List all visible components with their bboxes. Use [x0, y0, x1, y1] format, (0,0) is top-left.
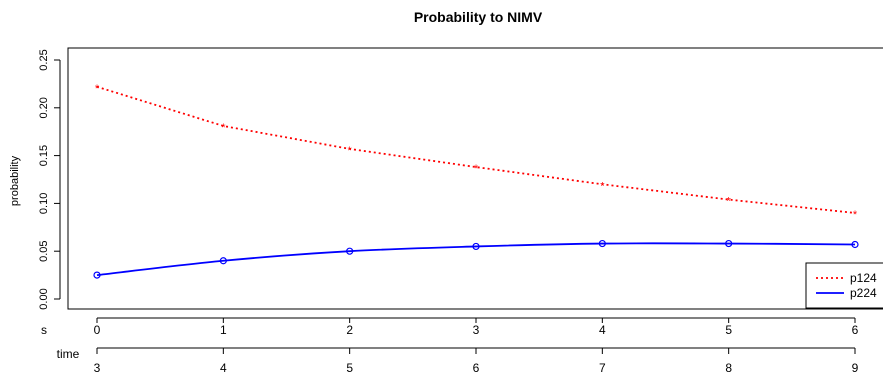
y-tick-label: 0.25: [38, 49, 50, 70]
time-tick-label: 9: [852, 361, 859, 373]
x-tick-label: 3: [473, 323, 480, 337]
data-point: [219, 257, 227, 265]
time-tick-label: 7: [599, 361, 606, 373]
data-point: [598, 239, 606, 248]
legend-label-p124: p124: [850, 271, 877, 285]
data-point: *: [95, 83, 100, 95]
time-tick-label: 3: [94, 361, 101, 373]
data-point: *: [727, 196, 732, 208]
legend-box: [805, 262, 883, 309]
x-tick-label: 5: [725, 323, 732, 337]
data-point: *: [221, 122, 226, 134]
plot-area: [67, 47, 883, 310]
y-tick-label: 0.15: [38, 145, 50, 166]
data-point: [472, 242, 480, 251]
data-point: *: [348, 145, 353, 157]
data-point: [93, 271, 101, 279]
x-tick-label: 2: [346, 323, 353, 337]
data-point: *: [600, 180, 605, 192]
x-tick-label: 1: [220, 323, 227, 337]
time-tick-label: 6: [473, 361, 480, 373]
y-tick-label: 0.00: [38, 288, 50, 309]
x-axis-s: s 0 1 2 3 4 5 6: [41, 317, 859, 337]
plot-border: [67, 47, 883, 310]
time-tick-label: 5: [346, 361, 353, 373]
legend-label-p224: p224: [850, 286, 877, 300]
time-tick-label: 8: [725, 361, 732, 373]
series-layer: * * * * * * *: [93, 83, 859, 279]
y-tick-label: 0.05: [38, 240, 50, 261]
x-axis-time: time 3 4 5 6 7 8 9: [57, 347, 859, 373]
data-point: [725, 239, 733, 248]
series-p224: [93, 239, 859, 279]
x-axis-label: s: [41, 323, 47, 337]
data-point: *: [853, 209, 858, 221]
chart-title: Probability to NIMV: [414, 9, 543, 25]
y-tick-label: 0.20: [38, 97, 50, 118]
data-point: [851, 240, 859, 249]
series-line-p224: [96, 242, 856, 276]
x-tick-label: 6: [852, 323, 859, 337]
y-axis-label: probability: [9, 155, 21, 206]
y-axis: 0.00 0.05 0.10 0.15 0.20 0.25: [38, 49, 61, 310]
series-line-p124: [96, 85, 856, 214]
data-point: [346, 247, 354, 255]
time-tick-label: 4: [220, 361, 227, 373]
time-axis-label: time: [57, 347, 80, 361]
x-tick-label: 0: [94, 323, 101, 337]
data-point: *: [474, 163, 479, 175]
y-tick-label: 0.10: [38, 193, 50, 214]
series-p124: * * * * * * *: [95, 83, 858, 221]
x-tick-label: 4: [599, 323, 606, 337]
